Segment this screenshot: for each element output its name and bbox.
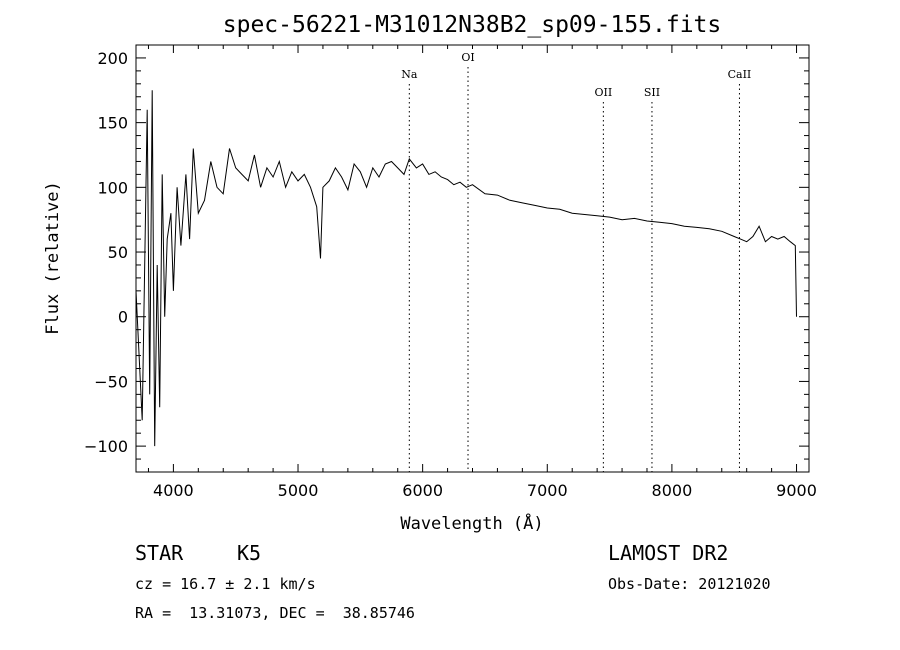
x-tick-label: 9000 [776, 481, 817, 500]
spectrum-line [135, 90, 797, 447]
y-tick-label: 200 [97, 49, 128, 68]
spectral-line-label: OI [461, 51, 474, 64]
coordinates: RA = 13.31073, DEC = 38.85746 [135, 604, 415, 622]
spectral-line-label: Na [401, 68, 418, 81]
y-tick-label: 100 [97, 178, 128, 197]
spectral-line-label: OII [595, 86, 613, 99]
y-tick-label: 150 [97, 114, 128, 133]
y-axis-label: Flux (relative) [43, 181, 63, 335]
object-type: STAR [135, 541, 184, 565]
x-axis-label: Wavelength (Å) [400, 512, 543, 534]
x-tick-label: 7000 [527, 481, 568, 500]
spectral-line-label: CaII [728, 68, 752, 81]
x-tick-label: 5000 [278, 481, 319, 500]
chart-title: spec-56221-M31012N38B2_sp09-155.fits [223, 12, 722, 38]
plot-frame [135, 44, 810, 473]
x-tick-label: 8000 [652, 481, 693, 500]
y-tick-label: 50 [108, 243, 128, 262]
x-tick-label: 4000 [153, 481, 194, 500]
spectral-subclass: K5 [237, 541, 262, 565]
y-tick-label: −50 [94, 372, 128, 391]
y-tick-label: 0 [118, 308, 128, 327]
redshift-cz: cz = 16.7 ± 2.1 km/s [135, 575, 316, 593]
observation-date: Obs-Date: 20121020 [608, 575, 771, 593]
spectral-line-label: SII [644, 86, 660, 99]
survey-name: LAMOST DR2 [608, 541, 729, 565]
y-tick-label: −100 [84, 437, 128, 456]
x-tick-label: 6000 [402, 481, 443, 500]
